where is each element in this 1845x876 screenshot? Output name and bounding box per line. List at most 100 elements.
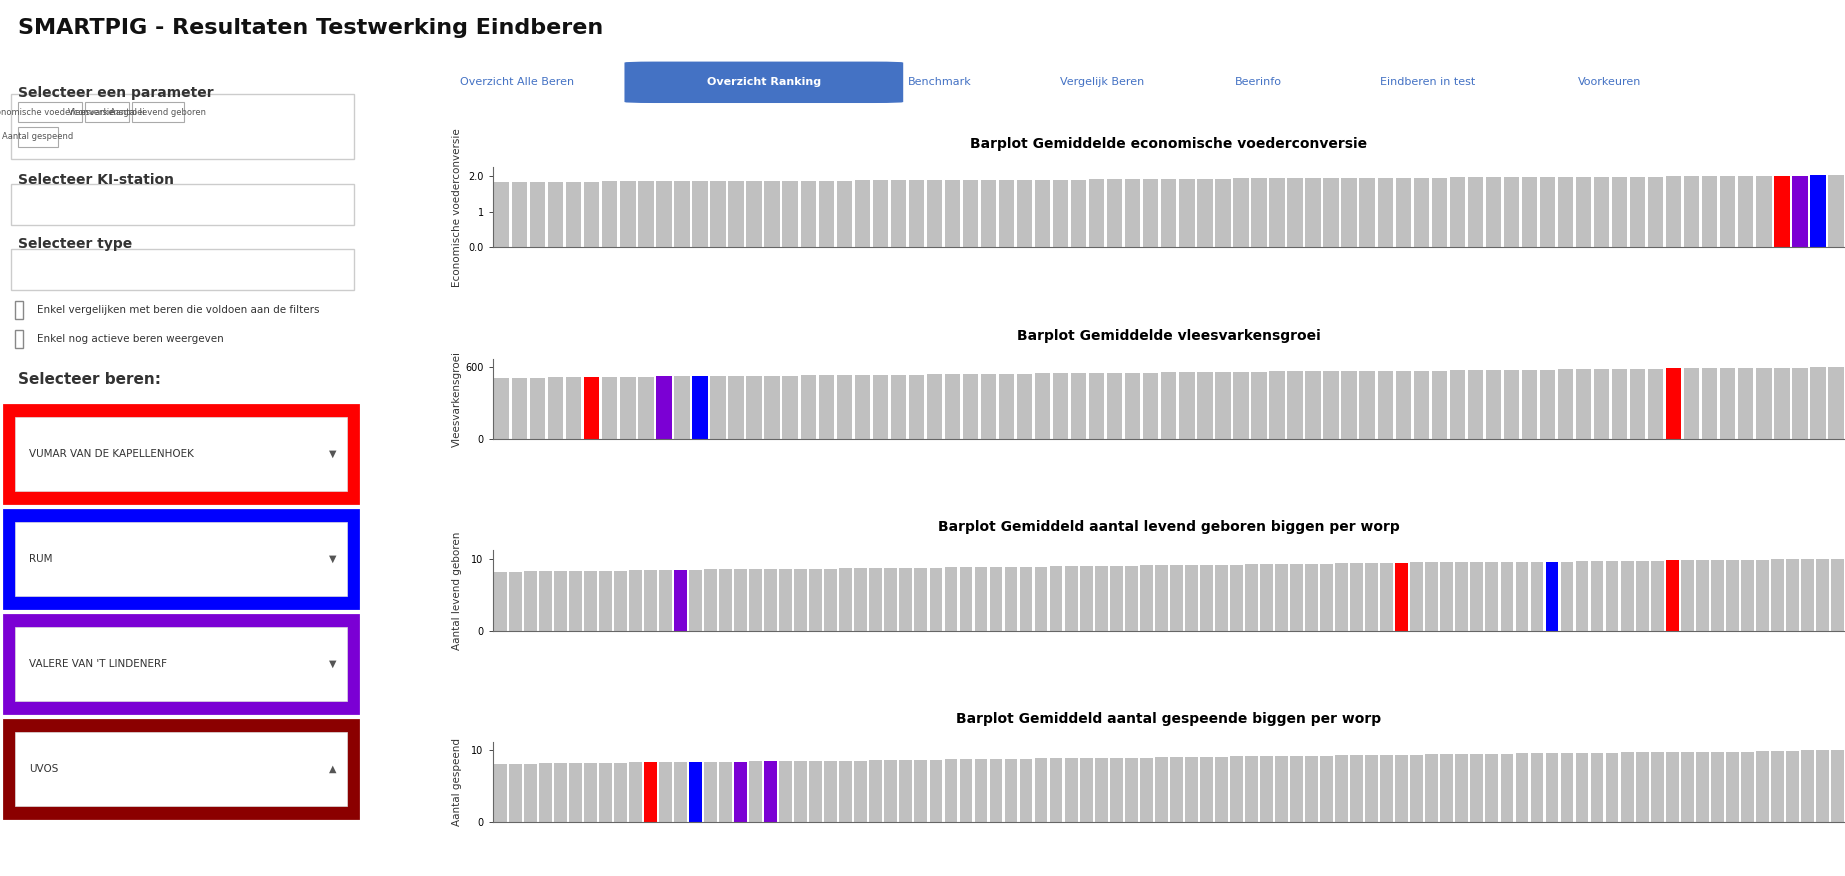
Bar: [1035, 567, 1048, 631]
Bar: [1216, 372, 1231, 439]
Bar: [657, 181, 672, 248]
Bar: [1681, 561, 1694, 631]
Bar: [1775, 176, 1790, 248]
Bar: [657, 377, 672, 439]
Text: Aantal gespeend: Aantal gespeend: [2, 132, 74, 141]
Bar: [1531, 753, 1544, 823]
Bar: [1666, 561, 1679, 631]
Bar: [749, 761, 762, 823]
Bar: [963, 180, 978, 248]
Bar: [1050, 759, 1063, 823]
Bar: [554, 763, 566, 823]
Bar: [825, 760, 838, 823]
Bar: [1035, 180, 1050, 248]
Bar: [583, 571, 596, 631]
Bar: [1720, 368, 1736, 439]
Bar: [1756, 752, 1769, 823]
Text: Vleesvarkensgroei: Vleesvarkensgroei: [68, 108, 146, 117]
Bar: [1648, 177, 1664, 248]
Bar: [513, 378, 528, 439]
Bar: [764, 376, 780, 439]
Bar: [1410, 755, 1422, 823]
Bar: [982, 180, 996, 248]
Bar: [1629, 369, 1646, 439]
Bar: [1155, 757, 1168, 823]
Bar: [1432, 371, 1446, 439]
Bar: [1304, 564, 1317, 631]
Bar: [1815, 751, 1828, 823]
Bar: [1830, 559, 1843, 631]
Bar: [1771, 751, 1784, 823]
Bar: [749, 569, 762, 631]
Bar: [1125, 180, 1140, 248]
Bar: [891, 375, 906, 439]
Bar: [854, 569, 867, 631]
Bar: [1050, 567, 1063, 631]
Bar: [692, 181, 708, 248]
Bar: [1456, 562, 1469, 631]
Bar: [629, 570, 642, 631]
Bar: [1594, 369, 1609, 439]
Bar: [998, 180, 1015, 248]
FancyBboxPatch shape: [11, 184, 354, 225]
Bar: [1245, 757, 1258, 823]
Text: ▼: ▼: [328, 659, 336, 669]
Bar: [945, 568, 958, 631]
Bar: [1725, 752, 1738, 823]
Bar: [782, 376, 797, 439]
Bar: [1341, 371, 1356, 439]
Bar: [1590, 752, 1603, 823]
Bar: [974, 759, 987, 823]
Bar: [629, 762, 642, 823]
Bar: [1546, 562, 1559, 631]
Bar: [873, 375, 887, 439]
Bar: [1144, 179, 1159, 248]
Bar: [1216, 179, 1231, 248]
Bar: [1651, 752, 1664, 823]
Bar: [1771, 559, 1784, 631]
Bar: [729, 181, 744, 248]
Bar: [530, 181, 546, 248]
Bar: [1231, 565, 1244, 631]
Bar: [1232, 372, 1249, 439]
Bar: [1703, 176, 1718, 248]
Bar: [1815, 559, 1828, 631]
Bar: [1323, 178, 1339, 248]
Bar: [673, 762, 686, 823]
Bar: [1199, 757, 1212, 823]
Bar: [566, 378, 581, 439]
Text: VALERE VAN 'T LINDENERF: VALERE VAN 'T LINDENERF: [30, 659, 168, 669]
Bar: [673, 181, 690, 248]
Bar: [1020, 759, 1033, 823]
Bar: [1053, 373, 1068, 439]
Bar: [1515, 562, 1528, 631]
Bar: [1336, 563, 1349, 631]
Bar: [568, 763, 581, 823]
Bar: [710, 376, 725, 439]
Bar: [1470, 562, 1483, 631]
Bar: [585, 181, 600, 248]
Bar: [601, 377, 618, 439]
Bar: [926, 374, 943, 439]
Bar: [734, 569, 747, 631]
Text: VUMAR VAN DE KAPELLENHOEK: VUMAR VAN DE KAPELLENHOEK: [30, 449, 194, 459]
FancyBboxPatch shape: [133, 102, 183, 123]
Text: Economische voederconversie: Economische voederconversie: [0, 108, 114, 117]
Bar: [1304, 756, 1317, 823]
Text: Enkel vergelijken met beren die voldoen aan de filters: Enkel vergelijken met beren die voldoen …: [37, 305, 319, 315]
Bar: [1006, 567, 1017, 631]
Bar: [1576, 370, 1590, 439]
Bar: [1079, 567, 1092, 631]
Bar: [1450, 371, 1465, 439]
Bar: [873, 180, 887, 248]
Bar: [1696, 752, 1708, 823]
Bar: [782, 180, 797, 248]
Bar: [729, 376, 744, 439]
Bar: [989, 567, 1002, 631]
Bar: [764, 569, 777, 631]
Text: Vleesvarkensgroei: Vleesvarkensgroei: [452, 351, 461, 447]
Bar: [963, 374, 978, 439]
Bar: [1351, 755, 1363, 823]
Bar: [1275, 756, 1288, 823]
Bar: [1541, 370, 1555, 439]
